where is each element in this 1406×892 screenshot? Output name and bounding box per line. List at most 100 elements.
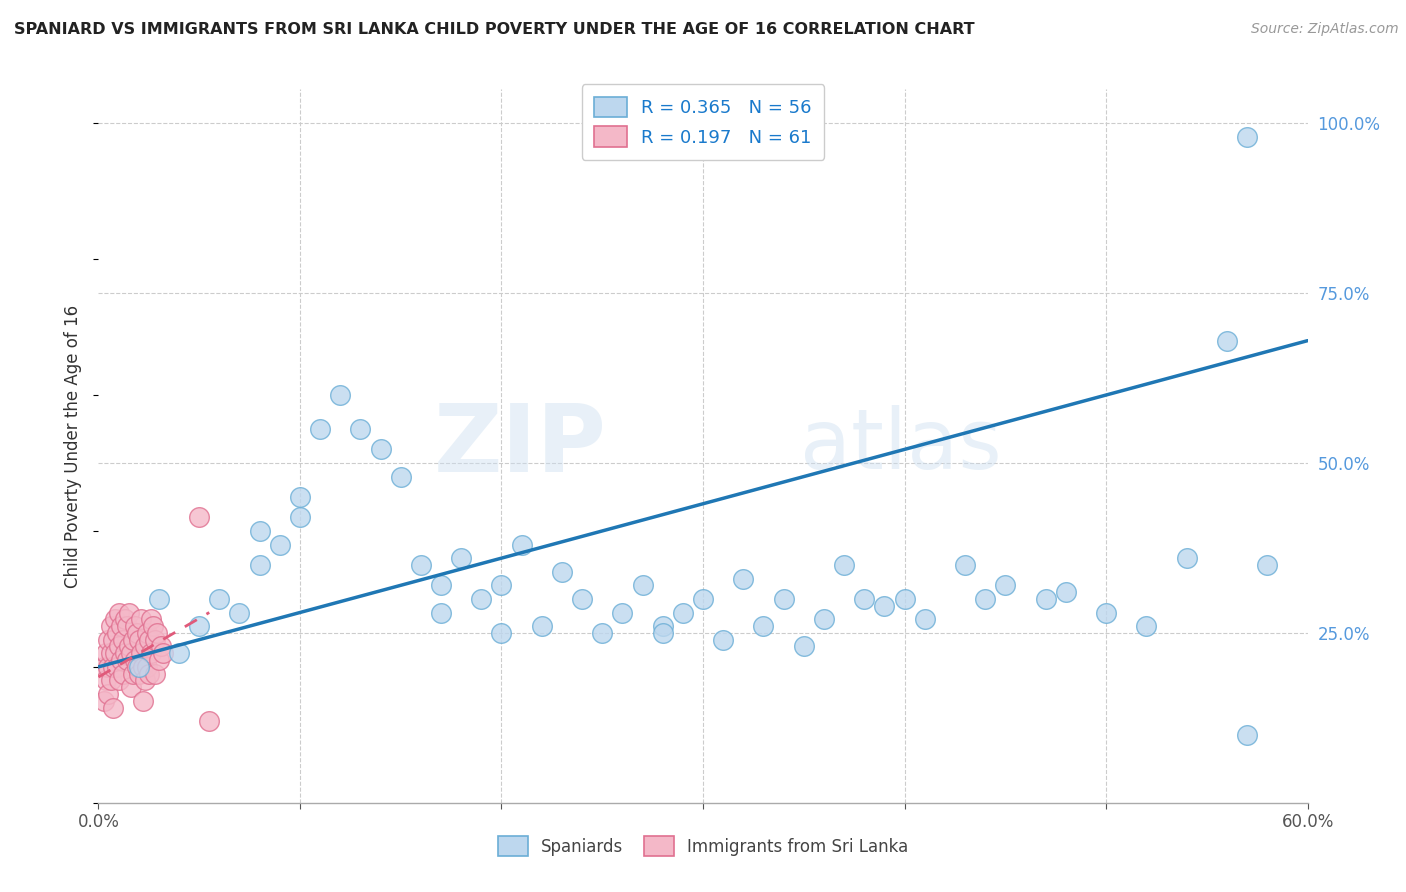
Point [1135,619,1157,633]
Point [1175,551,1198,566]
Text: ZIP: ZIP [433,400,606,492]
Point [142,619,165,633]
Point [188,619,211,633]
Point [832,558,855,572]
Point [711,632,734,647]
Point [129,646,152,660]
Point [430,578,453,592]
Point [132,694,155,708]
Point [96,673,118,688]
Point [103,646,125,660]
Point [139,646,162,660]
Point [813,612,835,626]
Point [100,673,122,688]
Point [134,673,156,688]
Point [772,591,794,606]
Point [510,537,533,551]
Point [107,640,129,654]
Legend: Spaniards, Immigrants from Sri Lanka: Spaniards, Immigrants from Sri Lanka [491,830,915,863]
Point [994,578,1017,592]
Point [288,490,311,504]
Point [103,612,125,626]
Point [873,599,896,613]
Point [1054,585,1077,599]
Point [450,551,472,566]
Y-axis label: Child Poverty Under the Age of 16: Child Poverty Under the Age of 16 [65,304,83,588]
Point [135,626,157,640]
Point [146,626,169,640]
Point [143,632,166,647]
Point [491,578,513,592]
Point [651,626,673,640]
Point [120,680,142,694]
Point [198,714,221,729]
Text: Source: ZipAtlas.com: Source: ZipAtlas.com [1251,22,1399,37]
Point [208,591,231,606]
Point [105,626,128,640]
Point [228,606,250,620]
Point [143,666,166,681]
Point [1236,129,1258,144]
Point [692,591,714,606]
Point [409,558,432,572]
Point [124,653,146,667]
Point [631,578,654,592]
Point [96,646,118,660]
Point [793,640,815,654]
Point [149,640,172,654]
Point [491,626,513,640]
Point [125,626,148,640]
Point [188,510,211,524]
Point [129,612,152,626]
Point [121,666,143,681]
Point [152,646,174,660]
Point [135,660,157,674]
Point [612,606,634,620]
Point [269,537,291,551]
Point [124,619,146,633]
Point [1216,334,1239,348]
Point [101,700,124,714]
Point [309,422,332,436]
Text: atlas: atlas [800,406,1001,486]
Point [111,632,134,647]
Point [1236,728,1258,742]
Point [118,606,141,620]
Point [114,646,136,660]
Point [853,591,876,606]
Point [100,619,122,633]
Point [111,666,134,681]
Point [470,591,492,606]
Point [132,660,155,674]
Point [139,612,162,626]
Point [651,619,673,633]
Point [370,442,392,457]
Point [249,524,271,538]
Point [148,653,170,667]
Point [97,660,120,674]
Point [672,606,695,620]
Point [101,660,124,674]
Point [530,619,553,633]
Point [97,687,120,701]
Point [138,632,160,647]
Point [105,660,128,674]
Text: SPANIARD VS IMMIGRANTS FROM SRI LANKA CHILD POVERTY UNDER THE AGE OF 16 CORRELAT: SPANIARD VS IMMIGRANTS FROM SRI LANKA CH… [14,22,974,37]
Point [914,612,936,626]
Point [118,640,141,654]
Point [128,666,150,681]
Point [551,565,574,579]
Point [128,660,150,674]
Point [107,673,129,688]
Point [100,646,122,660]
Point [288,510,311,524]
Point [101,632,124,647]
Point [134,640,156,654]
Point [953,558,976,572]
Point [430,606,453,620]
Point [571,591,593,606]
Point [114,612,136,626]
Point [349,422,371,436]
Point [389,469,412,483]
Point [167,646,190,660]
